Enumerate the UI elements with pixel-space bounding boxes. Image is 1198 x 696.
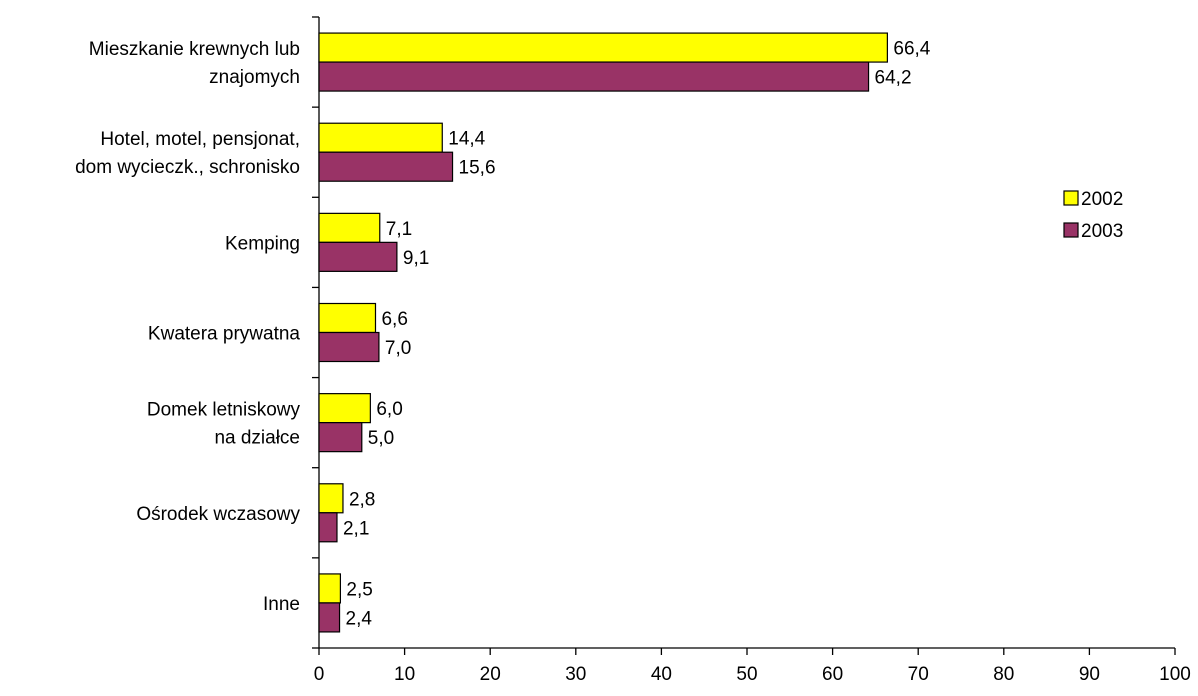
data-label: 6,6 — [381, 309, 407, 330]
axes: 0 10 20 30 40 50 60 70 80 90 100 — [312, 16, 1191, 685]
legend-swatch-2003 — [1063, 222, 1079, 238]
data-label: 2,1 — [343, 518, 369, 539]
data-label: 6,0 — [376, 399, 402, 420]
x-tick-label: 30 — [565, 664, 586, 685]
category-label-line: Kwatera prywatna — [148, 324, 301, 345]
data-label: 2,4 — [346, 608, 373, 629]
category-label-line: znajomych — [209, 67, 300, 88]
x-tick-label: 90 — [1079, 664, 1100, 685]
category-label: Domek letniskowy na działce — [147, 400, 301, 449]
labels: Mieszkanie krewnych lub znajomych Hotel, m… — [75, 39, 931, 630]
data-label: 66,4 — [893, 39, 930, 60]
data-label: 5,0 — [368, 428, 394, 449]
x-tick-label: 10 — [394, 664, 415, 685]
x-tick-label: 60 — [822, 664, 843, 685]
data-label: 2,8 — [349, 489, 375, 510]
x-tick-label: 0 — [314, 664, 325, 685]
category-label-line: Hotel, motel, pensjonat, — [100, 129, 300, 150]
bar-2003 — [318, 151, 454, 182]
bar-2002 — [318, 393, 371, 424]
x-tick-label: 80 — [993, 664, 1014, 685]
category-label: Ośrodek wczasowy — [136, 504, 300, 525]
bar-2003 — [318, 61, 870, 92]
bar-2003 — [318, 422, 363, 453]
x-tick-label: 20 — [480, 664, 501, 685]
data-label: 2,5 — [346, 579, 372, 600]
category-label: Kwatera prywatna — [148, 324, 301, 345]
legend-label: 2002 — [1081, 189, 1123, 210]
bar-2002 — [318, 302, 377, 334]
category-label-line: Inne — [263, 594, 300, 615]
category-label-line: Kemping — [225, 233, 300, 254]
data-label: 7,1 — [386, 219, 412, 240]
bar-2003 — [318, 512, 338, 543]
data-label: 14,4 — [448, 129, 485, 150]
data-label: 64,2 — [875, 68, 912, 89]
category-label: Kemping — [225, 233, 300, 254]
x-tick-label: 100 — [1159, 664, 1191, 685]
category-label-line: Ośrodek wczasowy — [136, 504, 300, 525]
bar-2003 — [318, 241, 398, 272]
category-label-line: dom wycieczk., schronisko — [75, 157, 300, 178]
bar-2002 — [318, 573, 341, 604]
bar-2002 — [318, 212, 381, 243]
category-label-line: Domek letniskowy — [147, 400, 301, 421]
bars — [318, 32, 888, 633]
category-label: Mieszkanie krewnych lub znajomych — [89, 39, 300, 88]
legend-swatch-2002 — [1063, 190, 1079, 206]
bar-2003 — [318, 331, 380, 363]
legend: 2002 2003 — [1063, 189, 1123, 242]
x-tick-label: 40 — [651, 664, 672, 685]
bar-2002 — [318, 122, 443, 153]
category-label: Hotel, motel, pensjonat, dom wycieczk., s… — [75, 129, 300, 178]
category-label-line: na działce — [214, 428, 300, 449]
category-label: Inne — [263, 594, 300, 615]
category-label-line: Mieszkanie krewnych lub — [89, 39, 300, 60]
x-tick-label: 70 — [908, 664, 929, 685]
bar-2003 — [318, 602, 341, 633]
data-label: 9,1 — [403, 248, 429, 269]
x-tick-label: 50 — [736, 664, 757, 685]
bar-2002 — [318, 483, 344, 514]
data-label: 15,6 — [459, 158, 496, 179]
bar-2002 — [318, 32, 888, 63]
data-label: 7,0 — [385, 338, 411, 359]
legend-label: 2003 — [1081, 221, 1123, 242]
